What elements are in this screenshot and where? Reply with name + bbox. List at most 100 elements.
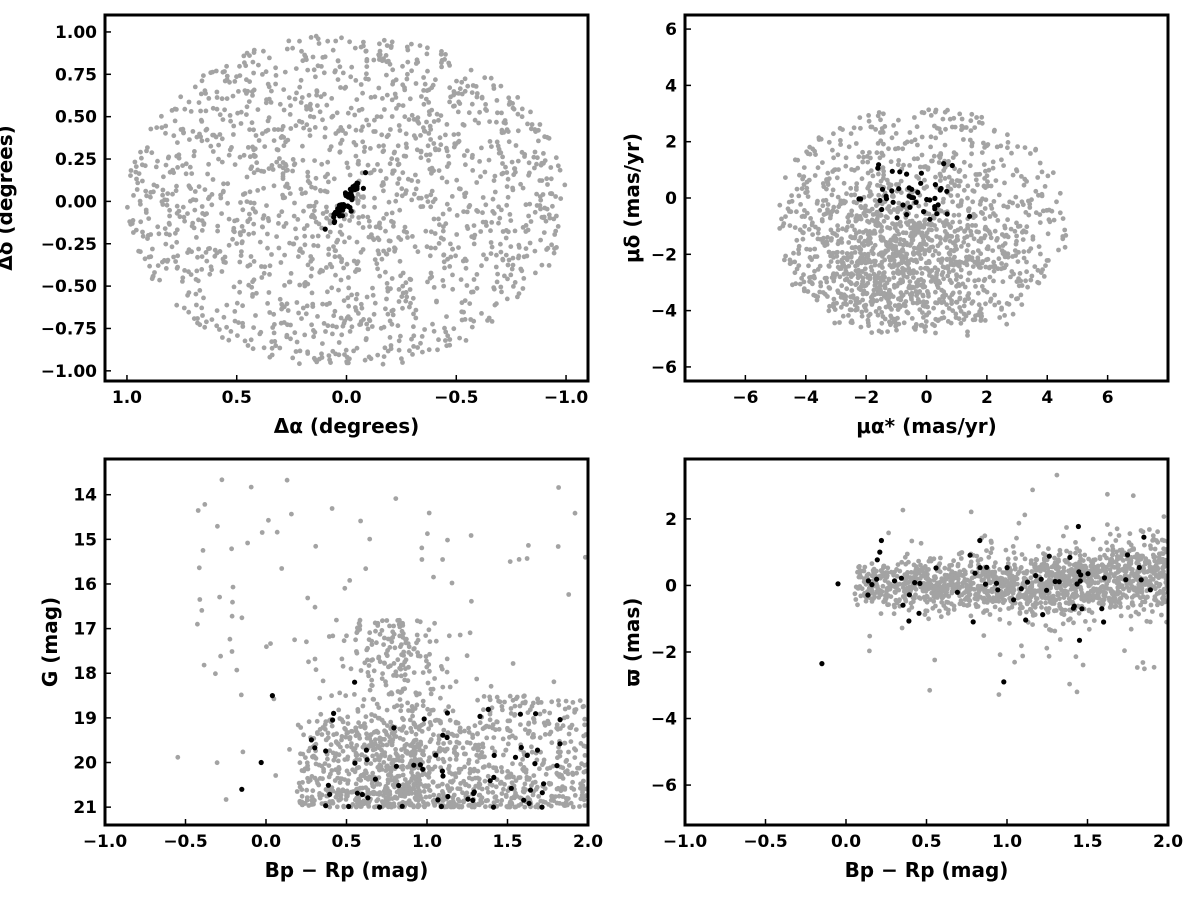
field-point [325, 756, 330, 762]
field-point [437, 748, 443, 754]
field-point [441, 259, 447, 265]
field-point [905, 310, 911, 316]
field-point [538, 700, 544, 705]
field-point [404, 44, 410, 50]
field-point [484, 735, 490, 741]
field-point [1062, 244, 1068, 250]
field-point [880, 235, 886, 241]
field-point [133, 227, 139, 233]
field-point [948, 224, 954, 230]
field-point [830, 147, 835, 153]
field-point [414, 147, 420, 153]
field-point [160, 187, 166, 193]
field-point [917, 252, 922, 257]
field-point [202, 502, 208, 507]
field-point [383, 306, 388, 312]
field-point [400, 305, 405, 311]
field-point [203, 250, 209, 255]
field-point [450, 801, 455, 807]
field-point [163, 241, 169, 247]
field-point [339, 256, 345, 262]
field-point [386, 247, 392, 253]
member-point [445, 793, 451, 800]
field-point [436, 216, 441, 222]
field-point [143, 207, 149, 213]
field-point [436, 737, 442, 742]
field-point [544, 247, 549, 252]
field-point [573, 747, 579, 753]
field-point [1021, 255, 1027, 261]
field-point [348, 666, 354, 672]
field-point [858, 125, 863, 131]
field-point [869, 268, 875, 273]
field-point [244, 199, 250, 205]
y-tick-label: −2 [651, 245, 677, 265]
field-point [841, 255, 847, 261]
field-point [929, 274, 935, 280]
field-point [906, 266, 912, 271]
member-point [352, 679, 358, 685]
field-point [844, 286, 850, 292]
field-point [331, 732, 337, 738]
field-point [882, 124, 888, 129]
field-point [131, 193, 136, 198]
field-point [430, 779, 436, 785]
field-point [405, 700, 410, 706]
member-point [323, 803, 329, 809]
member-point [512, 754, 519, 760]
field-point [453, 679, 459, 684]
y-tick-label: −0.50 [41, 277, 97, 297]
field-point [324, 265, 329, 270]
field-point [449, 786, 455, 792]
field-point [835, 259, 841, 265]
field-point [374, 640, 379, 646]
field-point [429, 170, 434, 176]
field-point [251, 277, 257, 283]
field-point [282, 69, 288, 75]
field-point [300, 157, 306, 163]
field-point [1012, 228, 1018, 234]
field-point [282, 252, 287, 258]
field-point [530, 792, 536, 798]
field-point [463, 265, 469, 271]
field-point [987, 231, 993, 237]
field-point [961, 159, 967, 165]
field-point [853, 141, 859, 146]
member-point [331, 219, 337, 226]
field-point [220, 335, 225, 340]
field-point [284, 332, 290, 338]
field-point [251, 127, 256, 133]
field-point [879, 329, 884, 335]
field-point [363, 48, 369, 54]
field-point [869, 217, 875, 223]
field-point [174, 107, 179, 112]
field-point [353, 752, 359, 758]
field-point [820, 160, 825, 166]
field-point [944, 245, 950, 251]
field-point [375, 764, 381, 770]
field-point [265, 245, 270, 251]
field-point [352, 45, 358, 51]
field-point [978, 265, 983, 270]
field-point [1047, 219, 1053, 225]
field-point [322, 125, 328, 131]
field-point [325, 289, 330, 295]
field-point [496, 204, 501, 210]
field-point [881, 172, 886, 178]
field-point [150, 274, 156, 280]
field-point [959, 116, 965, 122]
field-point [230, 584, 236, 590]
field-point [345, 721, 351, 726]
member-point [938, 185, 944, 192]
field-point [266, 166, 272, 172]
field-point [378, 168, 383, 174]
field-point [360, 225, 366, 230]
field-point [957, 219, 963, 225]
field-point [922, 284, 928, 290]
field-point [240, 749, 246, 755]
field-point [186, 99, 192, 105]
field-point [317, 791, 322, 796]
field-point [400, 63, 405, 69]
field-point [384, 72, 389, 78]
field-point [402, 777, 408, 782]
